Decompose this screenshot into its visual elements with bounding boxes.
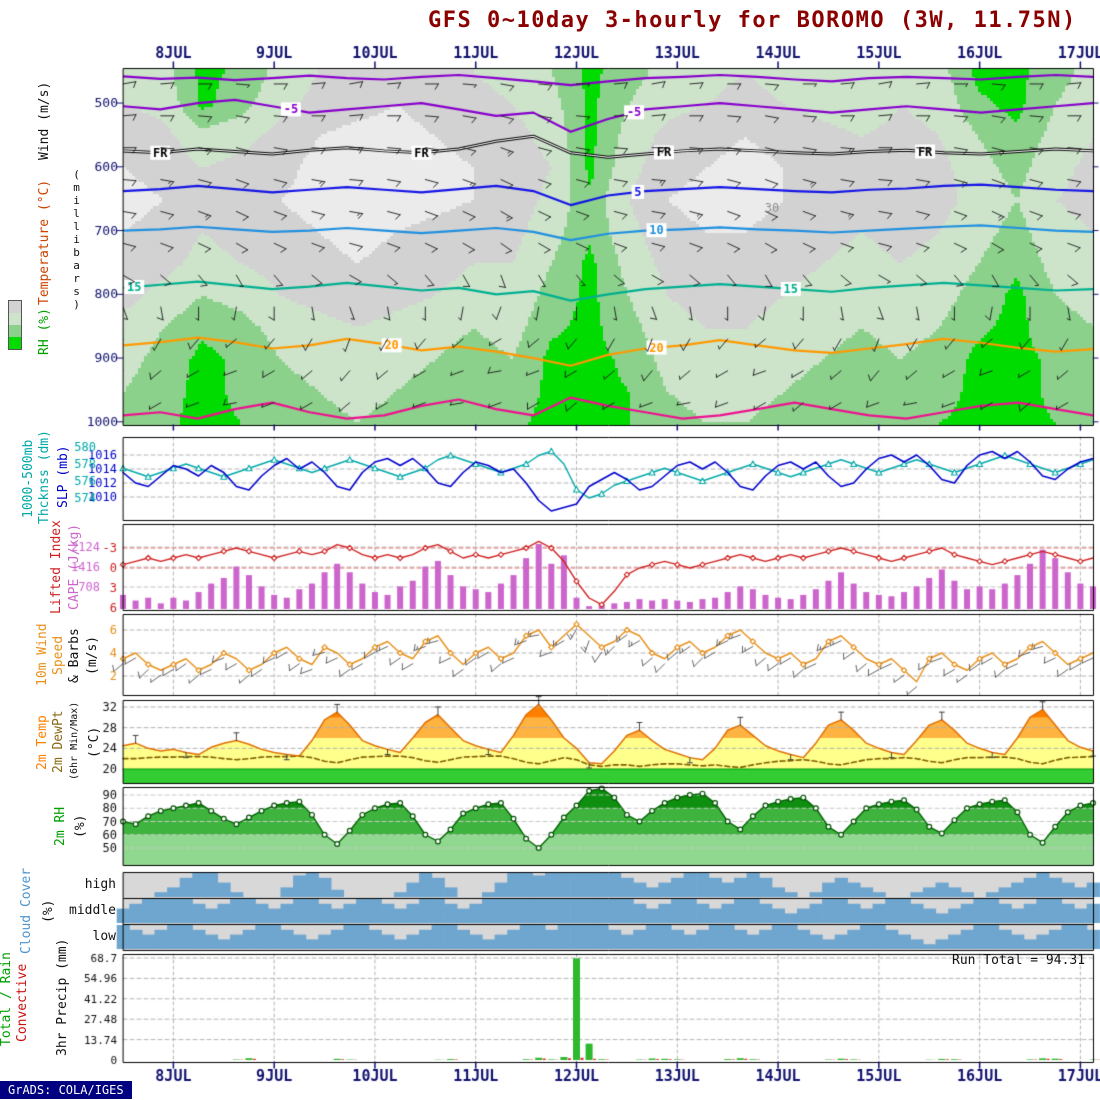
- run-total-text: Run Total = 94.31: [952, 953, 1086, 968]
- wind10m-axis-label-3: & Barbs: [67, 628, 82, 683]
- page-title: GFS 0~10day 3-hourly for BOROMO (3W, 11.…: [428, 8, 1077, 33]
- slp-axis-label: SLP (mb): [56, 445, 71, 508]
- grads-credit: GrADS: COLA/IGES: [0, 1081, 132, 1099]
- rh-axis-label: RH (%): [37, 308, 52, 355]
- convective-axis-label: Convective: [15, 963, 30, 1042]
- rh2m-axis-label: 2m RH: [53, 806, 68, 846]
- millibars-axis-label: (millibars): [70, 168, 83, 311]
- minmax-axis-label: (6hr Min/Max): [69, 701, 80, 780]
- rh-colorbar-legend: [8, 300, 22, 350]
- wind10m-axis-label-4: (m/s): [85, 635, 100, 675]
- rh-legend-swatch: [9, 301, 21, 313]
- lifted-index-axis-label: Lifted Index: [49, 520, 64, 614]
- rh-legend-swatch: [9, 313, 21, 325]
- cloud-row-label-low: low: [92, 929, 116, 944]
- rain-axis-label: Total / Rain: [0, 952, 14, 1046]
- cloud-row-label-high: high: [84, 877, 116, 892]
- wind-axis-label: Wind (m/s): [37, 81, 52, 160]
- cape-axis-label: CAPE (J/kg): [67, 523, 82, 610]
- thickness-axis-label-1: 1000-500mb: [21, 439, 36, 518]
- dewpt2m-axis-label: 2m DewPt: [51, 710, 66, 773]
- rh-legend-swatch: [9, 325, 21, 337]
- rh2m-pct-axis-label: (%): [73, 814, 88, 838]
- wind10m-axis-label-2: Speed: [51, 635, 66, 675]
- thickness-axis-label-2: Thcknss (dm): [37, 430, 52, 524]
- temp2m-axis-label: 2m Temp: [35, 715, 50, 770]
- temperature-axis-label: Temperature (°C): [37, 179, 52, 305]
- cloud-cover-axis-label: Cloud Cover: [19, 867, 34, 954]
- cloud-row-label-middle: middle: [69, 903, 116, 918]
- cloud-pct-axis-label: (%): [41, 899, 56, 923]
- precip-axis-label: 3hr Precip (mm): [55, 938, 70, 1056]
- wind10m-axis-label-1: 10m Wind: [35, 623, 50, 686]
- degc-axis-label: (°C): [87, 726, 102, 758]
- rh-legend-swatch: [9, 337, 21, 349]
